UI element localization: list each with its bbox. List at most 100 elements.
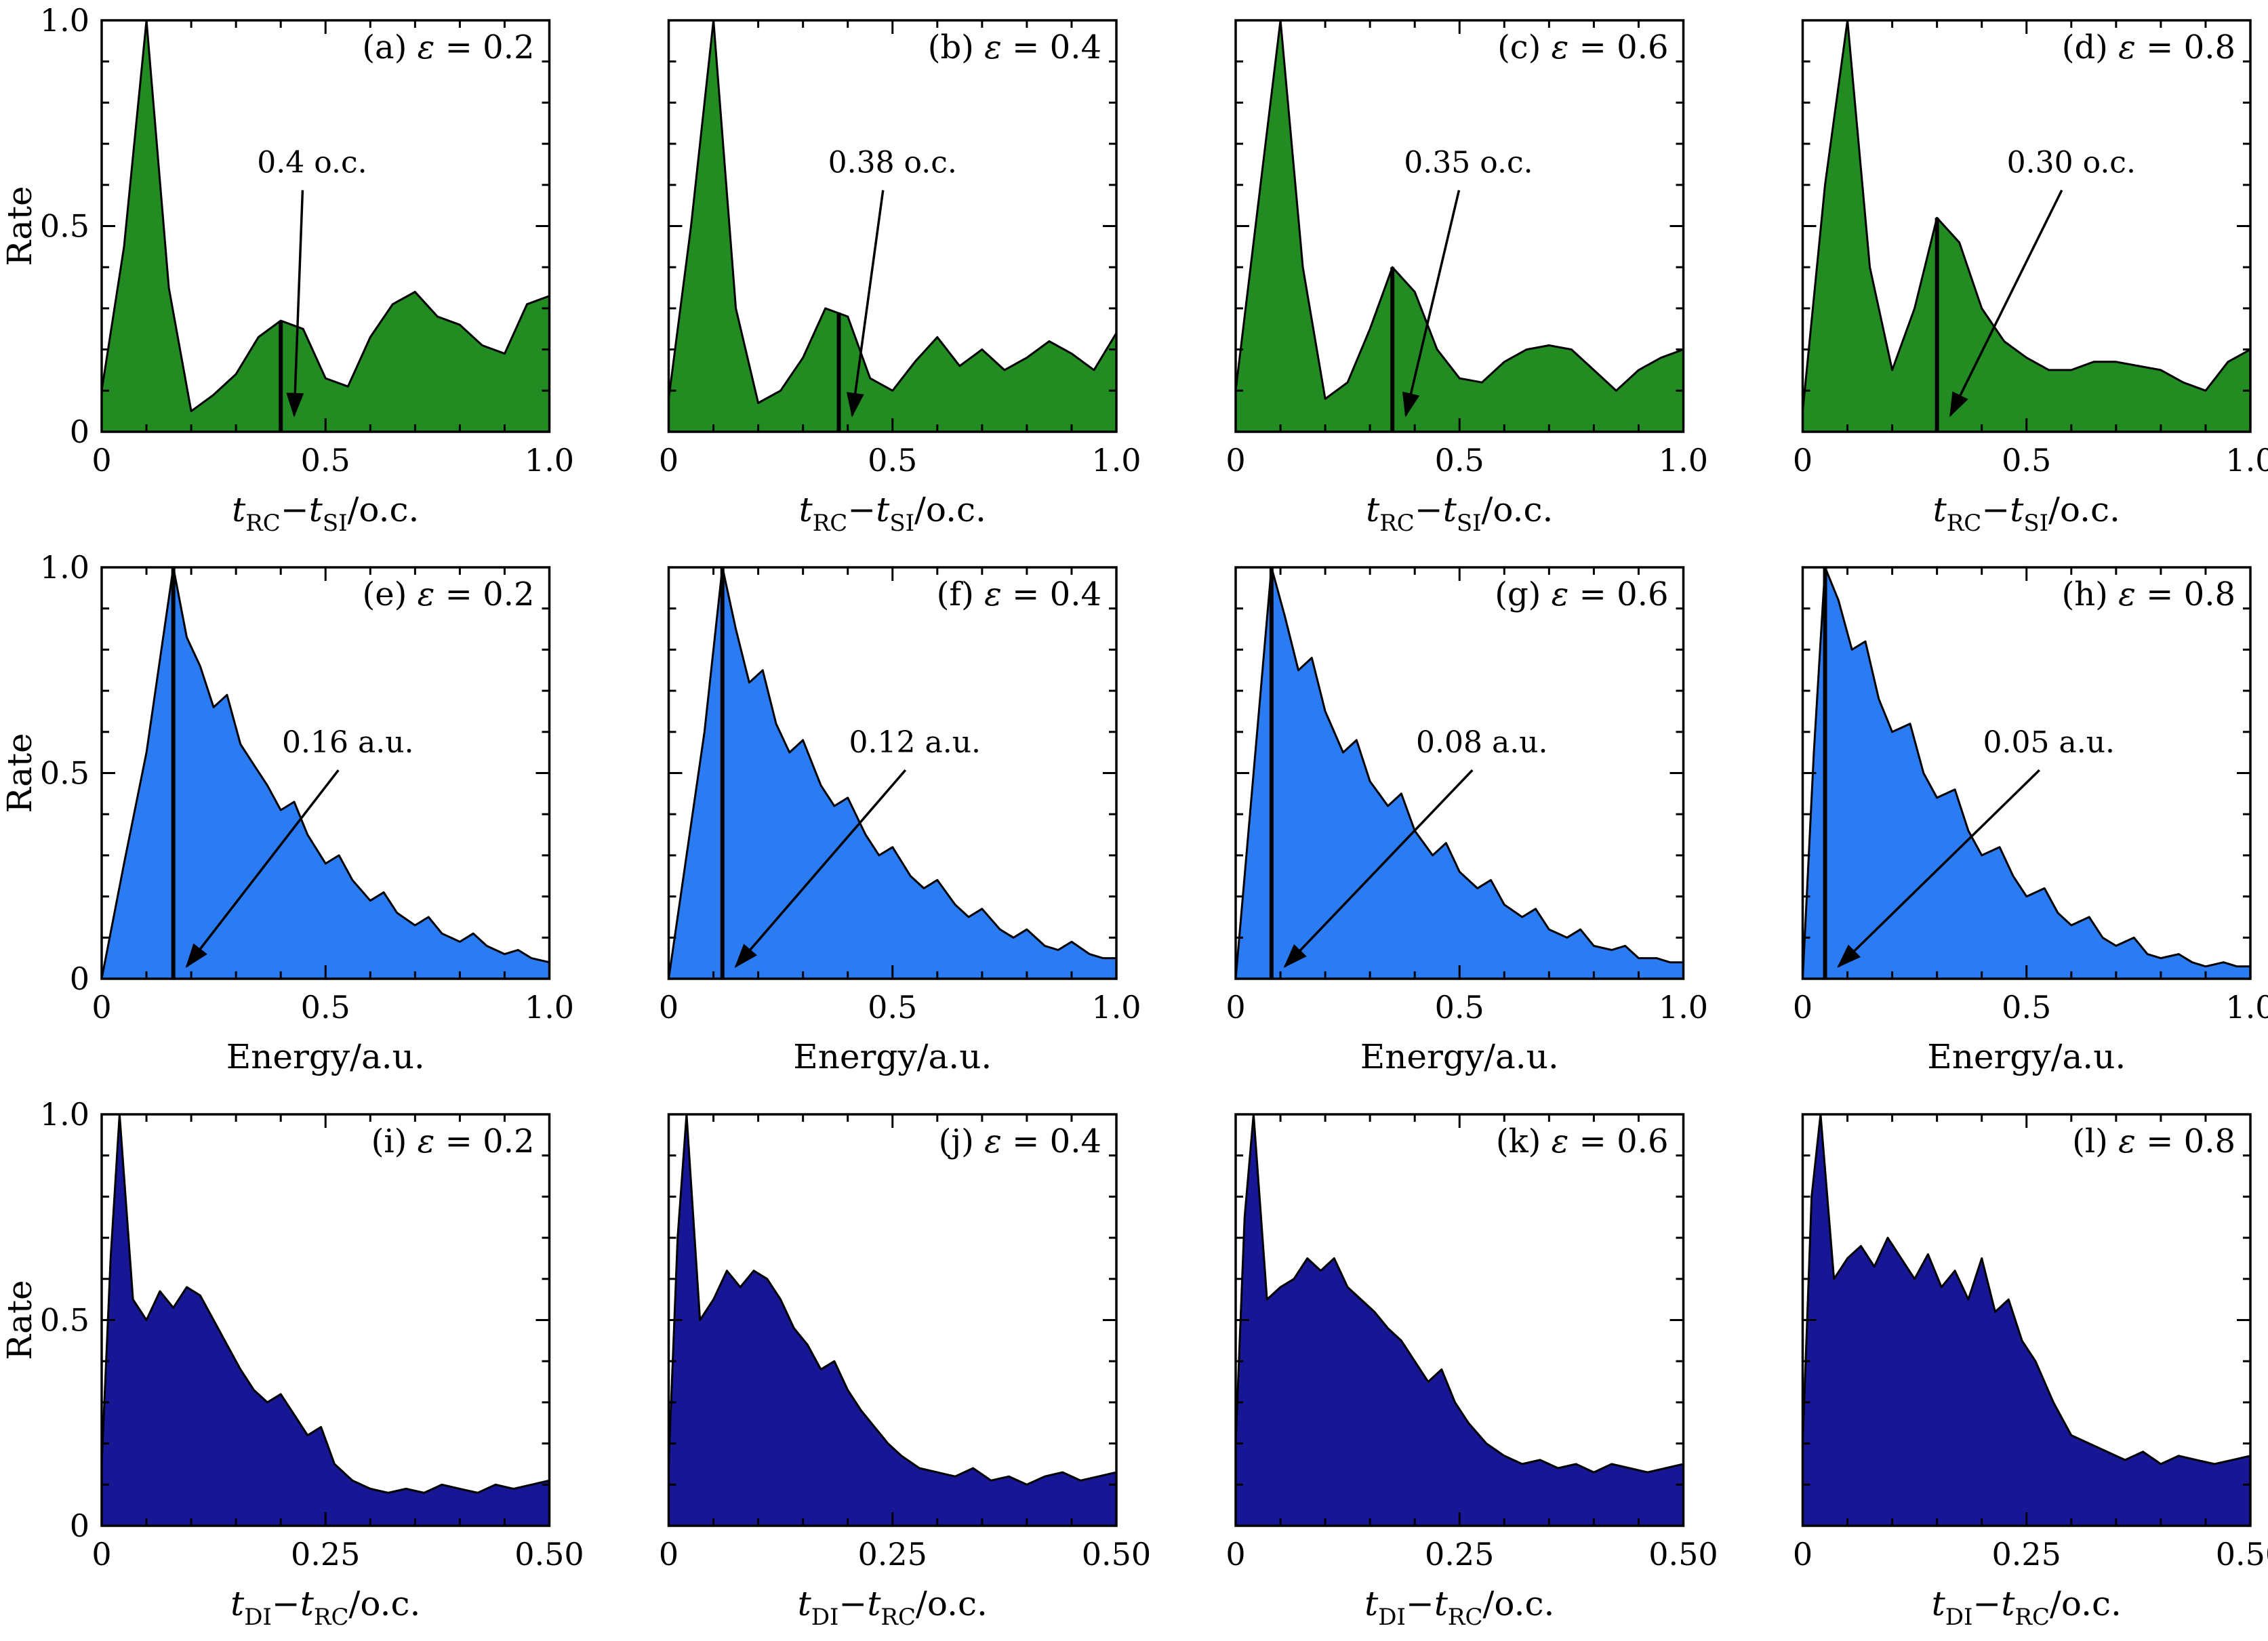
area-series: [1802, 19, 2252, 433]
x-tick-label: 0: [92, 1536, 111, 1573]
panel-title: (a) ε = 0.2: [362, 28, 534, 66]
panel-title: (g) ε = 0.6: [1495, 575, 1668, 613]
x-tick-label: 1.0: [1659, 989, 1708, 1026]
panel-g: 0.08 a.u. 0 0.5 1.0 Energy/a.u. (g) ε = 0.6: [1226, 566, 1708, 1076]
annotation-arrow: [1402, 190, 1461, 418]
annotation-label: 0.05 a.u.: [1983, 725, 2115, 760]
x-axis-label: Energy/a.u.: [1927, 1037, 2126, 1076]
panel-h: 0.05 a.u. 0 0.5 1.0 Energy/a.u. (h) ε = 0.8: [1793, 566, 2268, 1076]
annotation-arrow: [1837, 769, 2040, 968]
x-tick-label: 0.50: [514, 1536, 584, 1573]
x-tick-label: 0.25: [858, 1536, 927, 1573]
x-axis-label: tDI−tRC/o.c.: [230, 1584, 420, 1631]
annotation-arrow: [846, 190, 885, 418]
x-axis-label: tRC−tSI/o.c.: [1933, 490, 2120, 537]
x-tick-label: 0: [1793, 442, 1813, 479]
annotation-arrow: [1949, 189, 2063, 418]
x-axis-label: tRC−tSI/o.c.: [1366, 490, 1553, 537]
panel-title: (f) ε = 0.4: [937, 575, 1101, 613]
y-tick-label: 1.0: [40, 1096, 89, 1133]
x-tick-label: 0.50: [1648, 1536, 1718, 1573]
x-tick-label: 0: [1793, 989, 1813, 1026]
panel-title: (l) ε = 0.8: [2072, 1122, 2235, 1160]
x-tick-label: 1.0: [2225, 989, 2268, 1026]
panel-a: 0.4 o.c. 0 0.5 1.0 0 0.5 1.0 Rate tRC−tSI/o.c. (a…: [0, 2, 574, 537]
x-tick-label: 0.25: [1992, 1536, 2061, 1573]
annotation-arrow: [185, 769, 340, 969]
x-axis-label: tDI−tRC/o.c.: [1364, 1584, 1554, 1631]
panel-title: (i) ε = 0.2: [371, 1122, 535, 1160]
x-tick-label: 0: [1226, 442, 1245, 479]
x-tick-label: 0.5: [2002, 442, 2051, 479]
y-axis-label: Rate: [0, 733, 39, 813]
x-axis-label: tRC−tSI/o.c.: [799, 490, 986, 537]
x-tick-label: 0.5: [301, 442, 350, 479]
x-tick-label: 1.0: [1659, 442, 1708, 479]
x-axis-label: Energy/a.u.: [1360, 1037, 1559, 1076]
area-series: [1234, 1113, 1684, 1527]
area-series: [1802, 1113, 2252, 1527]
x-tick-label: 0.50: [2216, 1536, 2268, 1573]
annotation-label: 0.16 a.u.: [282, 725, 414, 760]
y-tick-label: 1.0: [40, 549, 89, 586]
panel-i: 0 0.25 0.50 0 0.5 1.0 Rate tDI−tRC/o.c. (i) ε = …: [0, 1096, 584, 1631]
y-tick-label: 0.5: [40, 208, 89, 245]
x-axis-label: tRC−tSI/o.c.: [232, 490, 419, 537]
area-series: [668, 1113, 1118, 1527]
x-axis-label: Energy/a.u.: [793, 1037, 992, 1076]
y-tick-label: 1.0: [40, 2, 89, 39]
x-axis-label: Energy/a.u.: [226, 1037, 425, 1076]
panel-l: 0 0.25 0.50 tDI−tRC/o.c. (l) ε = 0.8: [1793, 1113, 2268, 1631]
y-tick-label: 0: [70, 1507, 89, 1544]
y-tick-label: 0: [70, 413, 89, 450]
y-axis-label: Rate: [0, 1280, 39, 1360]
x-tick-label: 0: [659, 1536, 679, 1573]
panel-title: (k) ε = 0.6: [1496, 1122, 1669, 1160]
area-series: [100, 566, 550, 980]
annotation-arrow: [734, 769, 907, 969]
area-series: [668, 19, 1118, 433]
panel-f: 0.12 a.u. 0 0.5 1.0 Energy/a.u. (f) ε = 0.4: [659, 566, 1141, 1076]
panel-d: 0.30 o.c. 0 0.5 1.0 tRC−tSI/o.c. (d) ε = 0.8: [1793, 19, 2268, 537]
area-series: [100, 1113, 550, 1527]
y-tick-label: 0.5: [40, 755, 89, 792]
annotation-arrow: [286, 190, 304, 418]
area-series: [668, 566, 1118, 980]
panel-title: (d) ε = 0.8: [2062, 28, 2235, 66]
panel-j: 0 0.25 0.50 tDI−tRC/o.c. (j) ε = 0.4: [659, 1113, 1151, 1631]
x-tick-label: 0.5: [868, 989, 917, 1026]
x-tick-label: 1.0: [525, 989, 574, 1026]
x-tick-label: 0: [659, 442, 679, 479]
x-tick-label: 0: [1226, 1536, 1245, 1573]
x-tick-label: 0.25: [1425, 1536, 1494, 1573]
x-tick-label: 0.5: [1435, 442, 1484, 479]
panel-c: 0.35 o.c. 0 0.5 1.0 tRC−tSI/o.c. (c) ε = 0.6: [1226, 19, 1708, 537]
annotation-label: 0.4 o.c.: [257, 146, 367, 180]
x-tick-label: 0.50: [1082, 1536, 1151, 1573]
y-tick-label: 0.5: [40, 1302, 89, 1339]
panel-title: (b) ε = 0.4: [928, 28, 1101, 66]
area-series: [1234, 19, 1684, 433]
area-series: [100, 19, 550, 433]
panel-title: (j) ε = 0.4: [939, 1122, 1101, 1160]
x-tick-label: 0: [92, 989, 111, 1026]
x-tick-label: 0: [659, 989, 679, 1026]
panel-title: (c) ε = 0.6: [1497, 28, 1668, 66]
x-tick-label: 0.5: [2002, 989, 2051, 1026]
annotation-label: 0.12 a.u.: [849, 725, 981, 760]
panel-title: (e) ε = 0.2: [363, 575, 535, 613]
x-axis-label: tDI−tRC/o.c.: [798, 1584, 988, 1631]
annotation-label: 0.30 o.c.: [2007, 146, 2136, 180]
panel-b: 0.38 o.c. 0 0.5 1.0 tRC−tSI/o.c. (b) ε = 0.4: [659, 19, 1141, 537]
x-tick-label: 1.0: [2225, 442, 2268, 479]
x-tick-label: 1.0: [1091, 442, 1141, 479]
x-tick-label: 1.0: [525, 442, 574, 479]
area-series: [1234, 566, 1684, 980]
panel-e: 0.16 a.u. 0 0.5 1.0 0 0.5 1.0 Rate Energy/a.u. (e…: [0, 549, 574, 1076]
x-tick-label: 0.5: [868, 442, 917, 479]
panel-title: (h) ε = 0.8: [2062, 575, 2235, 613]
x-tick-label: 0.25: [291, 1536, 360, 1573]
x-tick-label: 0: [92, 442, 111, 479]
area-series: [1802, 566, 2252, 980]
